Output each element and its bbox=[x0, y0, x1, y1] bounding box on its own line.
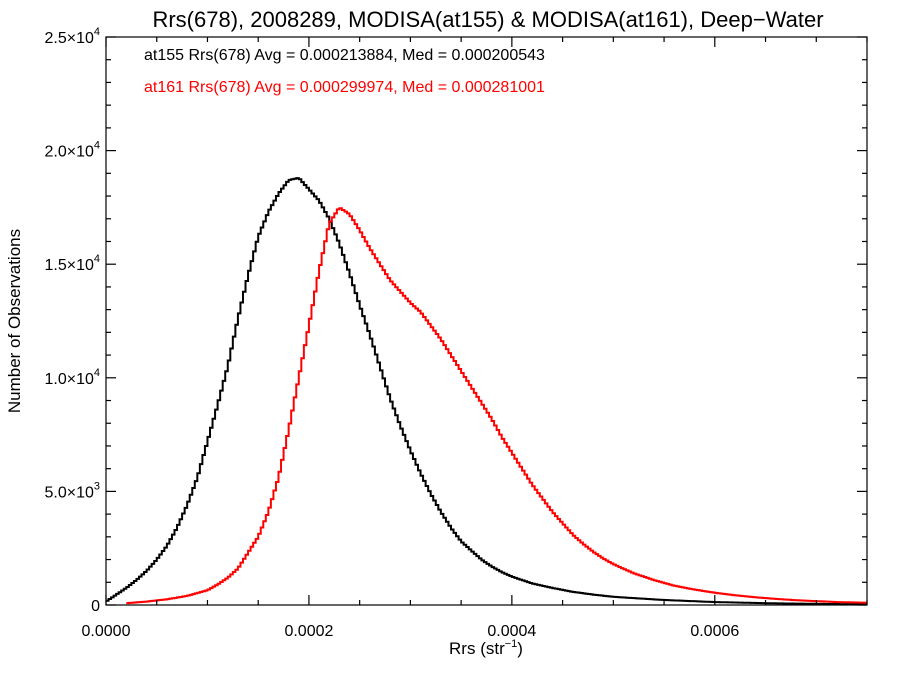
legend-entry-at155: at155 Rrs(678) Avg = 0.000213884, Med = … bbox=[144, 47, 545, 64]
y-axis-label: Number of Observations bbox=[5, 229, 24, 413]
x-tick-label: 0.0006 bbox=[690, 623, 739, 640]
series-line-at161 bbox=[126, 207, 867, 605]
x-tick-label: 0.0004 bbox=[487, 623, 536, 640]
x-tick-label: 0.0002 bbox=[284, 623, 333, 640]
y-tick-label: 1.0×104 bbox=[44, 367, 100, 388]
legend-entry-at161: at161 Rrs(678) Avg = 0.000299974, Med = … bbox=[144, 79, 545, 96]
chart-title: Rrs(678), 2008289, MODISA(at155) & MODIS… bbox=[152, 7, 823, 32]
y-tick-labels: 0 5.0×103 1.0×104 1.5×104 2.0×104 2.5×104 bbox=[44, 26, 100, 615]
y-tick-label: 2.0×104 bbox=[44, 140, 100, 161]
series-layer bbox=[106, 177, 867, 606]
y-tick-label: 5.0×103 bbox=[44, 480, 100, 501]
y-tick-label: 1.5×104 bbox=[44, 253, 100, 274]
y-tick-label: 0 bbox=[91, 598, 100, 615]
plot-frame bbox=[105, 36, 868, 606]
x-axis-label: Rrs (str−1) bbox=[449, 638, 523, 658]
x-tick-label: 0.0000 bbox=[82, 623, 131, 640]
ticks-layer bbox=[105, 36, 868, 606]
series-line-at155 bbox=[106, 177, 867, 606]
x-tick-labels: 0.0000 0.0002 0.0004 0.0006 bbox=[82, 623, 740, 640]
y-tick-label: 2.5×104 bbox=[44, 26, 100, 47]
